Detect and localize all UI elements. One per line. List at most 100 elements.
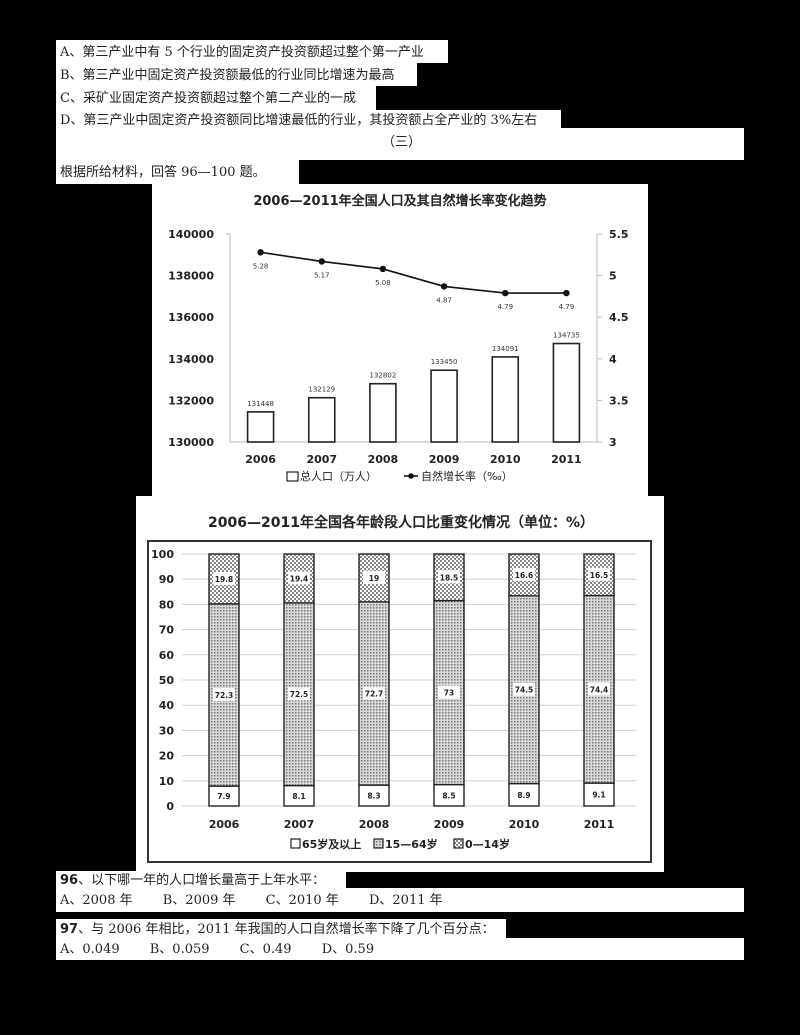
q97-option-a[interactable]: A、0.049 (60, 942, 120, 957)
svg-text:9.1: 9.1 (592, 791, 605, 800)
svg-text:136000: 136000 (168, 311, 214, 324)
svg-text:16.6: 16.6 (515, 571, 534, 580)
svg-text:总人口（万人）: 总人口（万人） (300, 469, 377, 483)
svg-text:8.1: 8.1 (292, 792, 305, 801)
svg-text:2008: 2008 (359, 818, 390, 831)
legend-swatch-icon (373, 838, 384, 849)
svg-text:74.4: 74.4 (590, 685, 609, 694)
svg-text:132802: 132802 (370, 372, 397, 380)
legend-line-icon (408, 473, 414, 479)
option-b: B、第三产业中固定资产投资额最低的行业同比增速为最高 (60, 68, 395, 83)
svg-text:138000: 138000 (168, 270, 214, 283)
chart2-title: 2006—2011年全国各年龄段人口比重变化情况（单位：%） (208, 514, 594, 531)
population-chart-svg: 2006—2011年全国人口及其自然增长率变化趋势 130000 132000 134… (168, 193, 629, 483)
svg-text:40: 40 (159, 699, 175, 712)
svg-text:134000: 134000 (168, 353, 214, 366)
population-bar (491, 356, 520, 443)
age-structure-chart: 2006—2011年全国各年龄段人口比重变化情况（单位：%） 0 10 20 30 40 5… (136, 496, 664, 872)
population-bar (369, 382, 397, 443)
svg-text:134735: 134735 (553, 332, 580, 340)
q97-options-strip (56, 938, 744, 960)
svg-text:130000: 130000 (168, 436, 214, 449)
svg-text:133450: 133450 (431, 358, 458, 366)
svg-text:4.79: 4.79 (559, 303, 575, 311)
svg-text:73: 73 (444, 689, 454, 698)
population-bar (552, 342, 581, 443)
age-structure-chart-svg: 2006—2011年全国各年龄段人口比重变化情况（单位：%） 0 10 20 30 40 5… (147, 514, 652, 863)
q97-strip (56, 919, 506, 939)
section-marker: （三） (382, 135, 422, 150)
svg-text:20: 20 (159, 750, 175, 763)
svg-text:2009: 2009 (429, 453, 460, 466)
growth-rate-point (379, 265, 387, 273)
svg-text:72.7: 72.7 (365, 689, 384, 698)
svg-text:3.5: 3.5 (609, 394, 629, 407)
q97-number: 97 (60, 922, 79, 937)
q96-option-a[interactable]: A、2008 年 (60, 893, 133, 908)
svg-text:72.3: 72.3 (215, 691, 234, 700)
option-a-strip (56, 40, 448, 63)
option-b-strip (56, 63, 417, 86)
option-d-strip (56, 110, 561, 129)
q96-text: 、以下哪一年的人口增长量高于上年水平： (78, 873, 326, 888)
svg-text:8.3: 8.3 (367, 792, 380, 801)
svg-text:2009: 2009 (434, 818, 465, 831)
svg-text:0: 0 (166, 800, 174, 813)
instructions: 根据所给材料，回答 96—100 题。 (60, 165, 266, 180)
growth-rate-point (257, 249, 264, 256)
svg-text:72.5: 72.5 (290, 690, 309, 699)
svg-text:131448: 131448 (247, 400, 274, 408)
growth-rate-point (440, 283, 448, 290)
svg-text:2007: 2007 (306, 453, 337, 466)
svg-text:5.17: 5.17 (314, 271, 330, 279)
population-bar (430, 369, 458, 443)
instructions-strip (56, 160, 299, 184)
growth-rate-point (563, 289, 570, 297)
svg-text:74.5: 74.5 (515, 686, 534, 695)
option-c-strip (56, 86, 376, 110)
svg-text:2007: 2007 (284, 818, 315, 831)
svg-text:2011: 2011 (551, 453, 582, 466)
svg-text:2010: 2010 (490, 453, 521, 466)
q96-option-c[interactable]: C、2010 年 (265, 893, 339, 908)
svg-text:2006: 2006 (245, 453, 276, 466)
svg-text:50: 50 (159, 674, 175, 687)
svg-text:140000: 140000 (168, 228, 214, 241)
q97-option-d[interactable]: D、0.59 (321, 942, 375, 957)
q96-stem: 96、以下哪一年的人口增长量高于上年水平： (60, 874, 325, 887)
svg-text:4.87: 4.87 (436, 296, 452, 304)
svg-text:2011: 2011 (584, 818, 615, 831)
q96-number: 96 (60, 873, 79, 888)
q97-option-c[interactable]: C、0.49 (239, 942, 292, 957)
q96-option-b[interactable]: B、2009 年 (162, 893, 236, 908)
population-bar (246, 411, 275, 443)
svg-text:70: 70 (159, 624, 175, 637)
svg-text:8.9: 8.9 (517, 791, 530, 800)
svg-text:4: 4 (609, 353, 617, 366)
q97-options: A、0.049 B、0.059 C、0.49 D、0.59 (60, 943, 400, 956)
q97-text: 、与 2006 年相比，2011 年我国的人口自然增长率下降了几个百分点： (78, 922, 495, 937)
svg-text:7.9: 7.9 (217, 792, 230, 801)
legend-swatch-icon (290, 838, 301, 849)
chart1-title: 2006—2011年全国人口及其自然增长率变化趋势 (253, 193, 546, 209)
population-bar (307, 396, 336, 443)
svg-text:16.5: 16.5 (590, 571, 609, 580)
svg-text:100: 100 (151, 548, 174, 561)
svg-text:5.5: 5.5 (609, 228, 629, 241)
svg-text:132000: 132000 (168, 394, 214, 407)
svg-text:2008: 2008 (368, 453, 399, 466)
section-strip (56, 128, 744, 160)
svg-text:65岁及以上: 65岁及以上 (302, 837, 361, 851)
svg-text:0—14岁: 0—14岁 (465, 837, 510, 851)
svg-text:5.28: 5.28 (253, 262, 269, 270)
legend-bar-icon (286, 471, 299, 482)
q96-option-d[interactable]: D、2011 年 (368, 893, 443, 908)
svg-text:2006: 2006 (209, 818, 240, 831)
svg-text:134091: 134091 (492, 345, 519, 353)
q97-option-b[interactable]: B、0.059 (149, 942, 210, 957)
option-c: C、采矿业固定资产投资额超过整个第二产业的一成 (60, 91, 356, 106)
q97-stem: 97、与 2006 年相比，2011 年我国的人口自然增长率下降了几个百分点： (60, 923, 495, 936)
growth-rate-point (318, 258, 325, 265)
svg-text:30: 30 (159, 724, 175, 737)
svg-text:自然增长率（‰）: 自然增长率（‰） (421, 469, 513, 483)
